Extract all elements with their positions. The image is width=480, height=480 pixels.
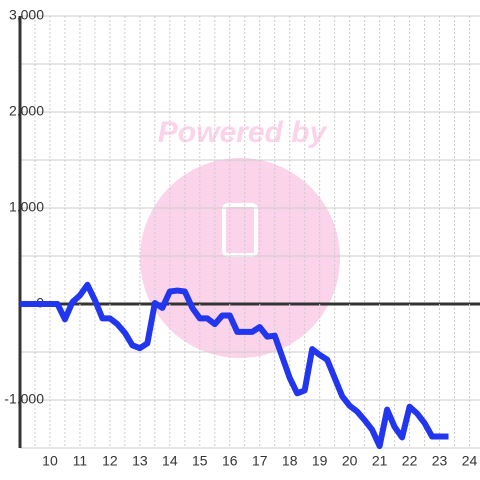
y-tick-label: 2,000 bbox=[9, 103, 44, 119]
watermark-text: Powered by bbox=[158, 116, 328, 149]
x-tick-label: 11 bbox=[73, 453, 88, 469]
x-tick-label: 12 bbox=[102, 453, 118, 469]
x-tick-label: 22 bbox=[402, 453, 418, 469]
x-tick-label: 24 bbox=[462, 453, 478, 469]
x-tick-label: 14 bbox=[162, 453, 178, 469]
data-line bbox=[20, 281, 449, 450]
y-tick-label: -1,000 bbox=[4, 391, 44, 407]
x-tick-label: 18 bbox=[282, 453, 298, 469]
x-tick-label: 19 bbox=[312, 453, 328, 469]
watermark-icon bbox=[222, 203, 258, 257]
y-tick-label: 3,000 bbox=[9, 7, 44, 23]
x-tick-label: 13 bbox=[132, 453, 148, 469]
x-tick-label: 20 bbox=[342, 453, 358, 469]
x-tick-label: 21 bbox=[372, 453, 388, 469]
x-tick-label: 10 bbox=[42, 453, 58, 469]
y-tick-label: 1,000 bbox=[9, 199, 44, 215]
x-tick-label: 23 bbox=[432, 453, 448, 469]
x-tick-label: 16 bbox=[222, 453, 238, 469]
x-tick-label: 15 bbox=[192, 453, 208, 469]
x-tick-label: 17 bbox=[252, 453, 268, 469]
